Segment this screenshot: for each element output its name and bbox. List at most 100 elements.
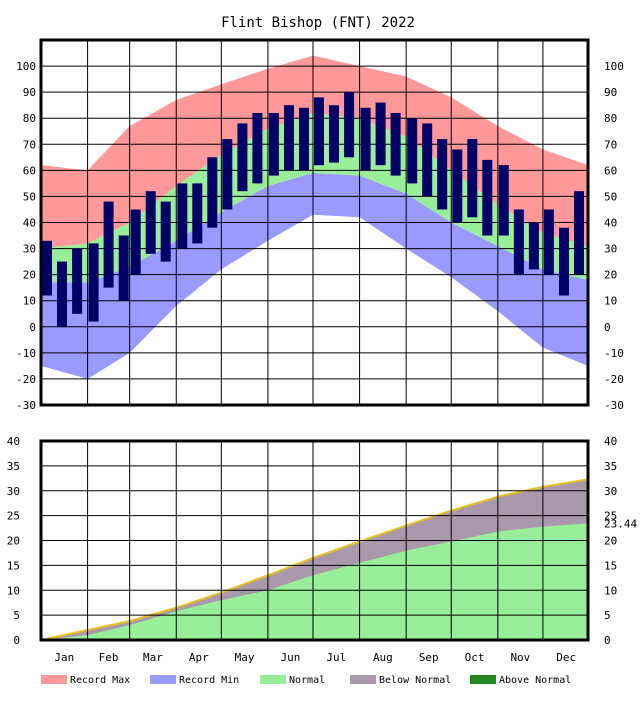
temp-tick-label-right: 20 — [604, 269, 617, 282]
precip-tick-label-right: 20 — [604, 535, 617, 548]
precip-tick-label-left: 10 — [7, 584, 20, 597]
legend-swatch — [260, 675, 286, 684]
month-axis: Jan Feb Mar Apr May Jun Jul Aug Sep Oct Nov Dec — [54, 651, 576, 664]
observed-temp-bar — [88, 243, 99, 322]
temp-frame — [39, 38, 590, 407]
temp-tick-label-right: 50 — [604, 190, 617, 203]
month-label: May — [235, 651, 255, 664]
observed-temp-bar — [422, 123, 433, 197]
observed-temp-bar — [252, 113, 263, 184]
observed-temp-bar — [103, 201, 114, 288]
observed-temp-bar — [207, 157, 218, 228]
temp-tick-label-right: -10 — [604, 347, 624, 360]
temp-tick-label-right: 40 — [604, 217, 617, 230]
precipitation-panel: 40 40 35 35 30 30 25 25 20 20 15 15 10 10 5 5 0 0 23.44 — [7, 435, 638, 647]
legend-label: Above Normal — [499, 675, 571, 686]
precip-tick-label-right: 5 — [604, 609, 611, 622]
observed-temp-bar — [390, 113, 401, 176]
observed-temp-bar — [72, 248, 83, 314]
temp-tick-label-right: 60 — [604, 164, 617, 177]
temp-tick-label-left: 40 — [23, 217, 36, 230]
precip-end-value-label: 23.44 — [604, 517, 637, 530]
observed-temp-bar — [42, 240, 52, 296]
observed-temp-bar — [160, 201, 171, 262]
observed-temp-bar — [528, 222, 539, 270]
month-label: Aug — [373, 651, 393, 664]
observed-temp-bar — [57, 261, 67, 327]
precip-tick-label-left: 35 — [7, 460, 20, 473]
precip-tick-label-left: 25 — [7, 510, 20, 523]
temp-tick-label-left: -20 — [16, 373, 36, 386]
observed-temp-bar — [130, 209, 141, 275]
temp-tick-label-right: 100 — [604, 60, 624, 73]
precip-tick-label-right: 15 — [604, 559, 617, 572]
month-label: Sep — [419, 651, 439, 664]
precip-tick-label-left: 40 — [7, 435, 20, 448]
observed-temp-bar — [452, 149, 463, 223]
legend-swatch — [470, 675, 496, 684]
legend-label: Record Min — [179, 675, 239, 686]
legend-label: Record Max — [70, 675, 130, 686]
month-label: Jun — [281, 651, 301, 664]
observed-temp-bar — [118, 235, 129, 301]
temp-tick-label-right: 30 — [604, 243, 617, 256]
temp-tick-label-left: 10 — [23, 295, 36, 308]
precip-tick-label-right: 40 — [604, 435, 617, 448]
observed-temp-bar — [268, 113, 279, 176]
observed-temp-bar — [314, 97, 324, 166]
observed-temp-bar — [407, 118, 418, 184]
legend-swatch — [41, 675, 67, 684]
chart-title: Flint Bishop (FNT) 2022 — [221, 15, 415, 31]
temp-tick-label-right: -30 — [604, 399, 624, 412]
observed-temp-bar — [329, 105, 339, 163]
observed-temp-bar — [222, 139, 233, 210]
temp-tick-label-right: 0 — [604, 321, 611, 334]
temp-tick-label-right: 10 — [604, 295, 617, 308]
observed-temp-bar — [145, 191, 156, 254]
observed-temp-bar — [574, 191, 584, 275]
legend-swatch — [150, 675, 176, 684]
precip-tick-label-right: 25 — [604, 510, 617, 523]
month-label: Oct — [465, 651, 485, 664]
temp-tick-label-left: 60 — [23, 164, 36, 177]
month-label: Apr — [189, 651, 209, 664]
temp-tick-label-left: -10 — [16, 347, 36, 360]
precip-tick-label-right: 10 — [604, 584, 617, 597]
temp-tick-label-left: 70 — [23, 138, 36, 151]
precip-frame — [39, 439, 590, 642]
precip-tick-label-right: 35 — [604, 460, 617, 473]
observed-temp-bar — [498, 165, 509, 236]
observed-temp-bar — [284, 105, 294, 171]
observed-temp-bar — [344, 92, 355, 158]
precip-tick-label-right: 0 — [604, 634, 611, 647]
legend-label: Below Normal — [379, 675, 451, 686]
temp-tick-label-left: 100 — [16, 60, 36, 73]
temp-tick-label-left: 80 — [23, 112, 36, 125]
month-label: Dec — [556, 651, 576, 664]
legend: Record Max Record Min Normal Below Normal Ab… — [41, 675, 571, 686]
precip-tick-label-left: 30 — [7, 485, 20, 498]
observed-temp-bar — [375, 102, 386, 166]
observed-temp-bar — [299, 107, 309, 171]
month-label: Jul — [326, 651, 346, 664]
precip-tick-label-left: 20 — [7, 535, 20, 548]
precip-tick-label-right: 30 — [604, 485, 617, 498]
observed-temp-bar — [513, 209, 524, 275]
temp-tick-label-right: 80 — [604, 112, 617, 125]
month-label: Feb — [99, 651, 119, 664]
observed-temp-bar — [543, 209, 554, 275]
temp-tick-label-right: -20 — [604, 373, 624, 386]
observed-temp-bar — [192, 183, 203, 244]
temp-tick-label-left: -30 — [16, 399, 36, 412]
observed-temp-bar — [437, 139, 448, 210]
observed-temp-bar — [559, 227, 569, 296]
precip-tick-label-left: 15 — [7, 559, 20, 572]
temp-tick-label-left: 0 — [29, 321, 36, 334]
month-label: Nov — [510, 651, 530, 664]
observed-temp-bar — [482, 159, 493, 236]
month-label: Mar — [143, 651, 163, 664]
observed-temp-bar — [360, 107, 371, 171]
temp-tick-label-left: 20 — [23, 269, 36, 282]
